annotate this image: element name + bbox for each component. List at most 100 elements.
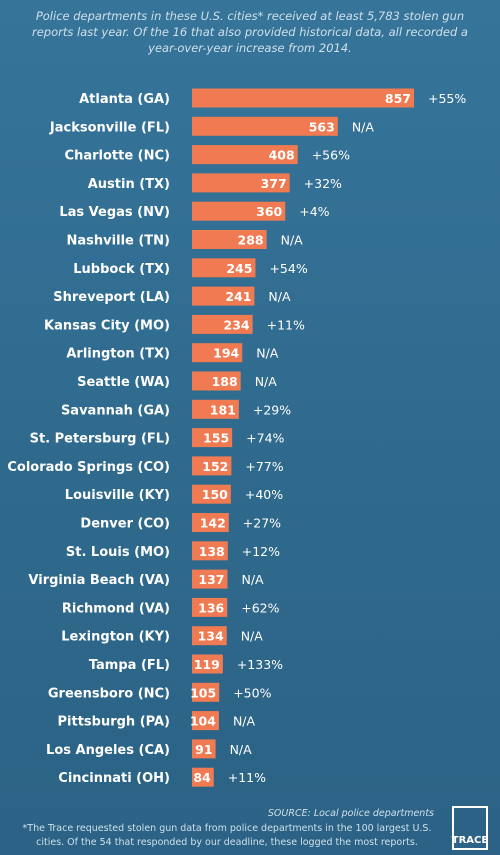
value-label: 234 — [224, 317, 250, 332]
change-label: +27% — [243, 516, 281, 531]
bar — [192, 399, 239, 419]
city-label: Louisville (KY) — [65, 488, 170, 503]
city-label: Las Vegas (NV) — [59, 205, 170, 220]
bar-chart: Atlanta (GA) 857 +55% Jacksonville (FL) 563 N… — [7, 88, 466, 787]
value-label: 152 — [202, 459, 228, 474]
logo-text: TRACE — [451, 835, 489, 846]
city-label: Lubbock (TX) — [73, 262, 170, 277]
value-label: 137 — [198, 572, 224, 587]
bar — [192, 682, 220, 702]
value-label: 181 — [210, 402, 236, 417]
chart-subtitle: Police departments in these U.S. cities*… — [32, 9, 468, 55]
city-label: Charlotte (NC) — [65, 149, 170, 164]
change-label: +55% — [428, 91, 466, 106]
bar — [192, 173, 290, 193]
city-label: Nashville (TN) — [67, 234, 170, 249]
change-label: +56% — [312, 148, 350, 163]
value-label: 408 — [269, 148, 295, 163]
change-label: +40% — [245, 487, 283, 502]
city-label: Lexington (KY) — [61, 630, 170, 645]
value-label: 155 — [203, 431, 229, 446]
bar — [192, 88, 414, 108]
change-label: +77% — [245, 459, 283, 474]
value-label: 104 — [190, 714, 216, 729]
bar — [192, 654, 223, 674]
change-label: N/A — [230, 742, 253, 757]
value-label: 134 — [198, 629, 224, 644]
value-label: 142 — [200, 516, 226, 531]
bar — [192, 541, 228, 561]
value-label: 150 — [202, 487, 228, 502]
bar — [192, 597, 228, 617]
value-label: 360 — [256, 204, 282, 219]
bar — [192, 371, 241, 391]
bar — [192, 569, 228, 589]
value-label: 377 — [261, 176, 287, 191]
change-label: +32% — [304, 176, 342, 191]
value-label: 91 — [195, 742, 212, 757]
bar — [192, 116, 338, 136]
city-label: Atlanta (GA) — [79, 92, 170, 107]
value-label: 241 — [225, 289, 251, 304]
trace-logo: TRACE — [452, 806, 488, 850]
city-label: Savannah (GA) — [61, 403, 170, 418]
value-label: 138 — [199, 544, 225, 559]
change-label: N/A — [268, 289, 291, 304]
bar — [192, 513, 229, 532]
bar — [192, 428, 233, 448]
change-label: N/A — [233, 714, 256, 729]
change-label: +74% — [246, 431, 284, 446]
change-label: +11% — [228, 770, 266, 785]
value-label: 857 — [385, 91, 411, 106]
city-label: Jacksonville (FL) — [49, 120, 170, 135]
value-label: 136 — [198, 600, 224, 615]
bar — [192, 456, 232, 476]
bar — [192, 343, 243, 363]
city-label: Virginia Beach (VA) — [28, 573, 170, 588]
value-label: 188 — [212, 374, 238, 389]
city-label: Denver (CO) — [80, 517, 170, 532]
change-label: N/A — [281, 233, 304, 248]
city-label: Seattle (WA) — [77, 375, 170, 390]
bar — [192, 767, 214, 787]
value-label: 84 — [193, 770, 211, 785]
bar — [192, 314, 253, 334]
value-label: 194 — [213, 346, 239, 361]
bar — [192, 145, 298, 165]
change-label: N/A — [256, 346, 279, 361]
city-label: Tampa (FL) — [89, 658, 170, 673]
change-label: N/A — [255, 374, 278, 389]
change-label: N/A — [241, 572, 264, 587]
city-label: Austin (TX) — [88, 177, 170, 192]
value-label: 563 — [309, 119, 335, 134]
value-label: 105 — [190, 685, 216, 700]
bar — [192, 711, 219, 731]
value-label: 288 — [238, 233, 264, 248]
source-note: SOURCE: Local police departments — [267, 808, 434, 819]
city-label: Los Angeles (CA) — [46, 743, 170, 758]
change-label: N/A — [241, 629, 264, 644]
change-label: N/A — [352, 119, 375, 134]
value-label: 119 — [194, 657, 220, 672]
bar — [192, 201, 286, 221]
city-label: Colorado Springs (CO) — [7, 460, 170, 475]
bar — [192, 258, 256, 278]
bar — [192, 230, 267, 249]
city-label: St. Petersburg (FL) — [30, 432, 170, 447]
change-label: +133% — [237, 657, 283, 672]
change-label: +29% — [253, 402, 291, 417]
city-label: Arlington (TX) — [66, 347, 170, 362]
change-label: +54% — [269, 261, 307, 276]
change-label: +11% — [267, 317, 305, 332]
change-label: +4% — [299, 204, 329, 219]
city-label: Shreveport (LA) — [53, 290, 170, 305]
change-label: +62% — [241, 600, 279, 615]
city-label: St. Louis (MO) — [66, 545, 170, 560]
change-label: +50% — [233, 685, 271, 700]
city-label: Cincinnati (OH) — [58, 771, 170, 786]
city-label: Richmond (VA) — [62, 601, 170, 616]
value-label: 245 — [226, 261, 252, 276]
bar — [192, 286, 255, 306]
city-label: Greensboro (NC) — [48, 686, 170, 701]
bar — [192, 626, 227, 646]
